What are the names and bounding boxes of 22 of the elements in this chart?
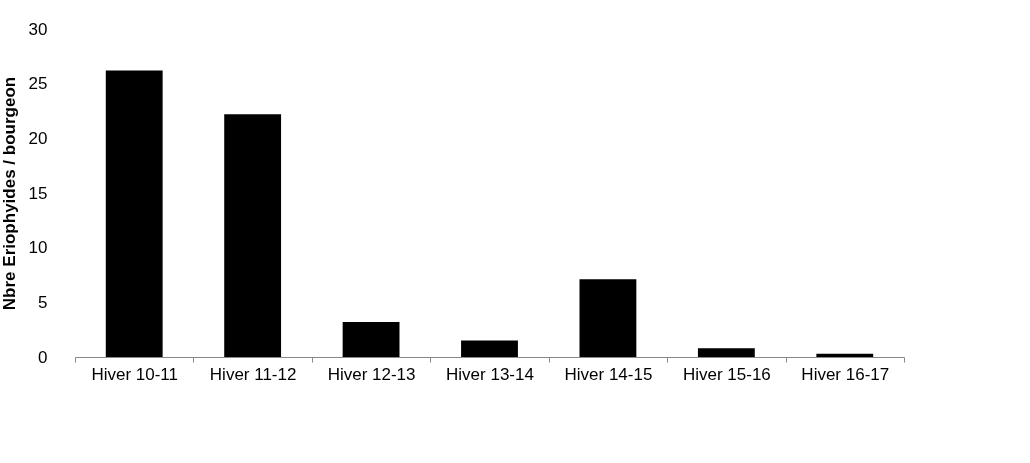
y-axis-title: Nbre Eriophyides / bourgeon: [0, 76, 19, 311]
bar: [579, 279, 637, 357]
x-tick-label: Hiver 11-12: [209, 364, 297, 384]
y-tick-label: 10: [28, 238, 48, 258]
y-tick-label: 15: [28, 183, 48, 203]
y-tick-label: 5: [38, 292, 48, 312]
y-tick-label: 25: [28, 74, 48, 94]
bar: [461, 340, 518, 357]
y-tick-label: 0: [38, 347, 48, 367]
bar: [105, 70, 163, 357]
x-tick-label: Hiver 12-13: [327, 364, 416, 384]
x-tick-label: Hiver 10-11: [91, 364, 179, 384]
x-tick-label: Hiver 16-17: [801, 364, 890, 384]
x-tick-label: Hiver 13-14: [446, 364, 534, 384]
bar: [342, 322, 400, 357]
bar: [816, 353, 874, 357]
x-tick-label: Hiver 14-15: [564, 364, 653, 384]
x-tick-label: Hiver 15-16: [682, 364, 771, 384]
y-tick-label: 30: [28, 19, 48, 39]
bar: [224, 114, 282, 357]
bar: [697, 348, 755, 357]
y-tick-label: 20: [28, 128, 48, 148]
